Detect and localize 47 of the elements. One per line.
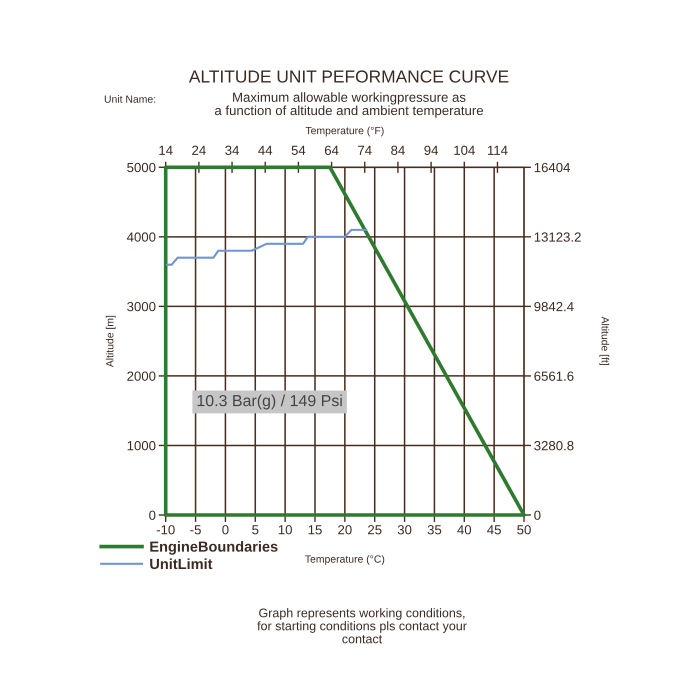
- x2-tick-label: 94: [424, 146, 438, 155]
- y2-tick-label: 13123.2: [534, 232, 581, 242]
- y-tick-label: 5000: [127, 162, 156, 172]
- x2-tick-label: 54: [292, 146, 306, 155]
- y2-tick-label: 3280.8: [534, 441, 574, 450]
- x-axis-title: Temperature (°C): [305, 555, 384, 565]
- chart-title: ALTITUDE UNIT PEFORMANCE CURVE: [188, 70, 508, 83]
- y2-tick-label: 9842.4: [534, 302, 574, 312]
- x-tick-label: -5: [190, 525, 201, 534]
- x-tick-label: 5: [252, 525, 258, 534]
- y-tick-label: 2000: [127, 371, 156, 381]
- y-tick-label: 3000: [127, 302, 156, 312]
- x-tick-label: 25: [368, 525, 382, 534]
- x2-tick-label: 74: [358, 146, 372, 155]
- text: Unit Name:: [104, 95, 156, 103]
- x2-axis-title: Temperature (°F): [306, 126, 384, 136]
- legend-label: UnitLimit: [150, 558, 212, 570]
- x-tick-label: 30: [398, 525, 412, 534]
- x-tick-label: 10: [278, 525, 292, 534]
- text: Graph represents working conditions, for starting conditions pls contact your contact: [257, 608, 467, 644]
- x-tick-label: 20: [338, 525, 352, 534]
- y2-tick-label: 16404: [534, 162, 570, 172]
- y2-tick-label: 0: [534, 510, 541, 520]
- x-tick-label: 50: [517, 525, 531, 534]
- y2-axis-title: Altitude [ft]: [599, 316, 610, 366]
- x-tick-label: 35: [428, 525, 442, 534]
- y2-tick-label: 6561.6: [534, 371, 574, 381]
- x2-tick-label: 104: [454, 146, 475, 155]
- x-tick-label: 15: [308, 525, 322, 534]
- x2-tick-label: 64: [324, 146, 339, 155]
- x2-tick-label: 24: [192, 146, 206, 155]
- x2-tick-label: 34: [225, 146, 240, 155]
- x2-tick-label: 84: [391, 146, 405, 155]
- x-tick-label: -10: [156, 525, 175, 534]
- x-tick-label: 45: [487, 525, 501, 534]
- x2-tick-label: 44: [258, 146, 272, 155]
- x-tick-label: 40: [457, 525, 472, 534]
- chart-subtitle: Maximum allowable workingpressure as a function of altitude and ambient temperature: [214, 92, 484, 118]
- x2-tick-label: 114: [488, 146, 508, 155]
- y-tick-label: 0: [149, 510, 156, 520]
- x-tick-label: 0: [222, 525, 229, 534]
- legend-label: EngineBoundaries: [150, 541, 278, 555]
- annotation: 10.3 Bar(g) / 149 Psi: [198, 394, 342, 410]
- y-axis-title: Altitude [m]: [106, 316, 116, 368]
- y-tick-label: 1000: [128, 441, 156, 450]
- y-tick-label: 4000: [126, 232, 156, 242]
- x2-tick-label: 14: [159, 146, 173, 155]
